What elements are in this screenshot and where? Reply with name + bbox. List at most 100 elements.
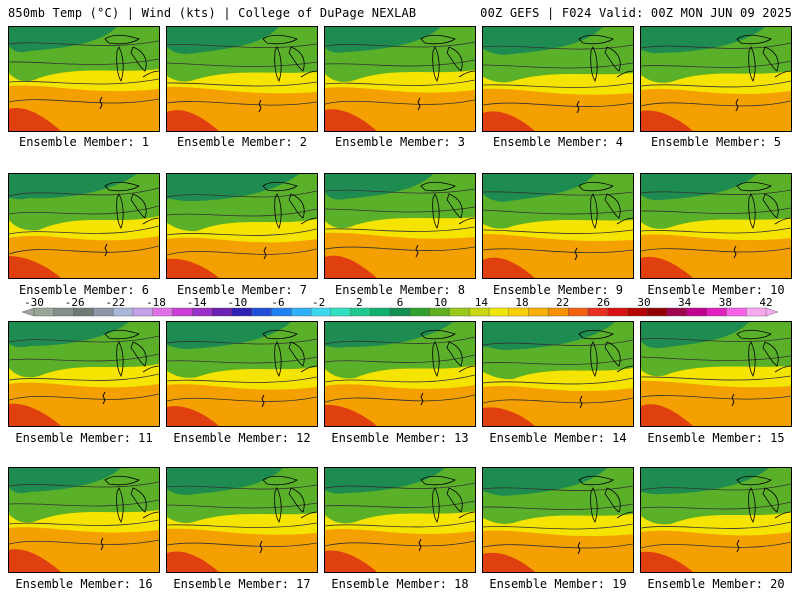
cold-field [167,468,283,495]
wind-barb [100,537,104,551]
colorbar-swatch [726,307,747,317]
isotherm-line [641,395,791,400]
lake-michigan-outline [432,487,440,523]
lake-huron-outline [446,193,463,219]
isotherm-line [167,522,317,528]
isotherm-line [483,397,633,404]
colorbar-tick-label: 34 [678,296,692,309]
colorbar-tick-label: 18 [515,296,528,309]
isotherm-line [641,227,791,234]
map-title-left: 850mb Temp (°C) | Wind (kts) | College o… [8,6,417,20]
ensemble-map-panel [640,26,792,132]
lake-huron-outline [288,487,305,513]
colorbar-tick-label: -18 [146,296,166,309]
orange-field [167,237,317,278]
ensemble-map-panel [166,467,318,573]
orange-field [325,87,475,131]
lake-huron-outline [130,341,147,367]
isotherm-line [9,481,159,488]
cold-field [9,468,121,494]
wind-barb [259,540,263,554]
hot-field [483,552,535,572]
hot-field [167,110,219,131]
isotherm-line [325,540,475,547]
isotherm-line [9,187,159,197]
wind-barb [102,391,106,405]
ensemble-member-label: Ensemble Member: 15 [647,431,785,445]
colorbar-swatch [607,307,629,317]
lake-erie-outline [300,217,317,225]
lake-michigan-outline [590,487,598,523]
ensemble-member-label: Ensemble Member: 17 [173,577,311,591]
colorbar-swatch [290,307,312,317]
ensemble-map-panel [8,26,160,132]
isotherm-line [483,523,633,530]
lake-superior-outline [262,34,298,45]
colorbar-swatch [587,307,609,317]
cold-field [641,174,757,201]
isotherm-line [9,205,159,215]
wind-barb [261,394,265,408]
colorbar-tick-label: 2 [356,296,363,309]
isotherm-line [483,102,633,107]
colorbar-swatch [211,307,233,317]
cold-field [9,322,129,348]
lake-erie-outline [616,511,633,519]
isotherm-line [9,245,159,255]
isotherm-line [325,520,475,528]
ensemble-map-panel [482,467,634,573]
colorbar-tick-label: -2 [312,296,325,309]
isotherm-line [167,43,317,49]
lake-huron-outline [604,193,621,219]
hot-field [325,109,377,131]
cold-field [483,468,607,496]
lake-michigan-outline [748,46,756,82]
isotherm-line [9,58,159,65]
lake-superior-outline [420,34,456,45]
lake-erie-outline [142,511,159,519]
ensemble-member-label: Ensemble Member: 1 [18,135,150,149]
colorbar-swatch [330,307,352,317]
ensemble-member-label: Ensemble Member: 16 [15,577,153,591]
wind-barb [99,96,103,110]
isotherm-line [167,208,317,217]
lake-superior-outline [262,475,298,486]
wind-barb [420,392,424,406]
isotherm-line [325,59,475,67]
isotherm-line [483,248,633,254]
colorbar-swatch [192,307,213,317]
lake-superior-outline [578,329,614,340]
lake-erie-outline [300,365,317,373]
lake-erie-outline [774,511,791,519]
lake-michigan-outline [432,46,440,82]
wind-barb [576,100,580,114]
colorbar-swatch [172,307,193,317]
lake-superior-outline [420,329,456,340]
ensemble-map-panel [640,467,792,573]
lake-huron-outline [762,193,779,219]
lake-michigan-outline [590,341,598,377]
cold-field [641,322,749,349]
lake-michigan-outline [590,193,598,229]
lake-michigan-outline [274,487,282,523]
wind-barb [263,246,267,260]
lake-michigan-outline [432,341,440,377]
hot-field [483,257,535,278]
lake-superior-outline [104,181,140,192]
isotherm-line [641,100,791,107]
ensemble-member-label: Ensemble Member: 9 [492,283,624,297]
isotherm-line [641,42,791,49]
isotherm-line [9,98,159,104]
colorbar-swatch [271,307,292,317]
isotherm-line [9,353,159,362]
temperature-colorbar: -30 -26 -22 -18 -14 -10 -6 -2 2 6 10 14 18 22 26 30 34 38… [21,296,779,317]
colorbar-swatch [310,307,332,317]
ensemble-member-label: Ensemble Member: 6 [18,283,150,297]
colorbar-tick-label: 6 [397,296,404,309]
cold-field [9,27,117,53]
hot-field [167,258,219,278]
orange-field [9,235,159,278]
ensemble-member-label: Ensemble Member: 18 [331,577,469,591]
isotherm-line [9,499,159,507]
isotherm-line [483,543,633,549]
